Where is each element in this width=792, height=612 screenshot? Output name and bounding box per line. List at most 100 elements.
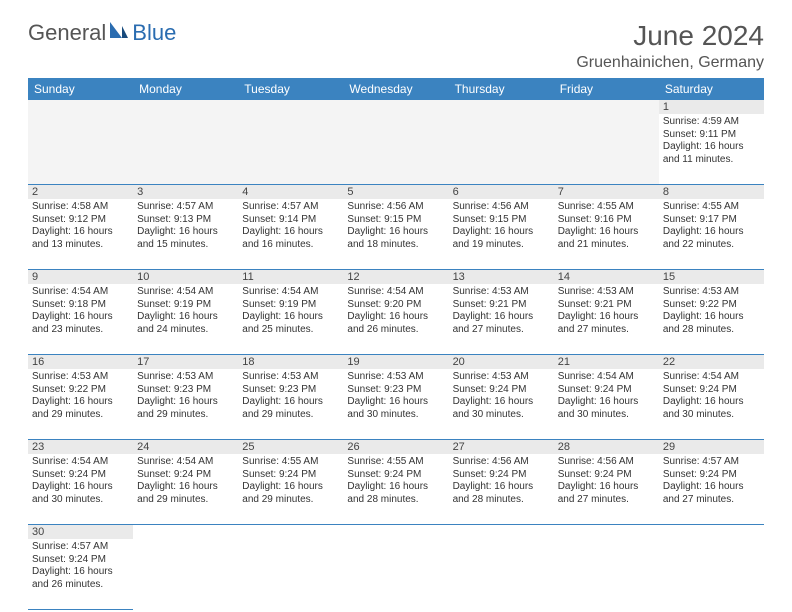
weekday-header: Saturday	[659, 78, 764, 100]
day-info: Sunrise: 4:56 AMSunset: 9:15 PMDaylight:…	[453, 201, 550, 251]
calendar-day-cell: 15 Sunrise: 4:53 AMSunset: 9:22 PMDayligh…	[659, 270, 764, 355]
calendar-day-cell: 5 Sunrise: 4:56 AMSunset: 9:15 PMDaylight…	[343, 185, 448, 270]
calendar-row: 1 Sunrise: 4:59 AMSunset: 9:11 PMDaylight…	[28, 100, 764, 185]
calendar-day-cell: 17 Sunrise: 4:53 AMSunset: 9:23 PMDayligh…	[133, 355, 238, 440]
day-info: Sunrise: 4:53 AMSunset: 9:23 PMDaylight:…	[137, 371, 234, 421]
day-number: 8	[659, 185, 764, 199]
month-title: June 2024	[576, 20, 764, 52]
day-number: 7	[554, 185, 659, 199]
day-number: 4	[238, 185, 343, 199]
calendar-day-cell: 30Sunrise: 4:57 AMSunset: 9:24 PMDayligh…	[28, 525, 133, 610]
day-number: 15	[659, 270, 764, 284]
day-info: Sunrise: 4:53 AMSunset: 9:23 PMDaylight:…	[347, 371, 444, 421]
weekday-header: Thursday	[449, 78, 554, 100]
calendar-row: 9Sunrise: 4:54 AMSunset: 9:18 PMDaylight…	[28, 270, 764, 355]
day-number: 20	[449, 355, 554, 369]
day-number: 25	[238, 440, 343, 454]
day-info: Sunrise: 4:54 AMSunset: 9:24 PMDaylight:…	[663, 371, 760, 421]
calendar-day-cell: 8 Sunrise: 4:55 AMSunset: 9:17 PMDaylight…	[659, 185, 764, 270]
day-info: Sunrise: 4:58 AMSunset: 9:12 PMDaylight:…	[32, 201, 129, 251]
calendar-row: 23 Sunrise: 4:54 AMSunset: 9:24 PMDayligh…	[28, 440, 764, 525]
day-number: 23	[28, 440, 133, 454]
day-info: Sunrise: 4:57 AMSunset: 9:14 PMDaylight:…	[242, 201, 339, 251]
day-info: Sunrise: 4:53 AMSunset: 9:24 PMDaylight:…	[453, 371, 550, 421]
calendar-row: 2 Sunrise: 4:58 AMSunset: 9:12 PMDaylight…	[28, 185, 764, 270]
day-number: 9	[28, 270, 133, 284]
sail-icon	[108, 20, 130, 46]
day-info: Sunrise: 4:54 AMSunset: 9:19 PMDaylight:…	[137, 286, 234, 336]
day-number: 29	[659, 440, 764, 454]
location-subtitle: Gruenhainichen, Germany	[576, 54, 764, 72]
calendar-trailing-blank	[343, 525, 448, 610]
day-info: Sunrise: 4:53 AMSunset: 9:22 PMDaylight:…	[663, 286, 760, 336]
calendar-trailing-blank	[238, 525, 343, 610]
day-info: Sunrise: 4:55 AMSunset: 9:24 PMDaylight:…	[242, 456, 339, 506]
calendar-trailing-blank	[659, 525, 764, 610]
calendar-day-cell: 10Sunrise: 4:54 AMSunset: 9:19 PMDayligh…	[133, 270, 238, 355]
calendar-day-cell: 20 Sunrise: 4:53 AMSunset: 9:24 PMDayligh…	[449, 355, 554, 440]
calendar-day-cell: 6 Sunrise: 4:56 AMSunset: 9:15 PMDaylight…	[449, 185, 554, 270]
calendar-row: 30Sunrise: 4:57 AMSunset: 9:24 PMDayligh…	[28, 525, 764, 610]
day-info: Sunrise: 4:56 AMSunset: 9:15 PMDaylight:…	[347, 201, 444, 251]
calendar-empty-cell	[449, 100, 554, 185]
calendar-body: 1 Sunrise: 4:59 AMSunset: 9:11 PMDaylight…	[28, 100, 764, 610]
weekday-header: Friday	[554, 78, 659, 100]
brand-part1: General	[28, 20, 106, 46]
calendar-day-cell: 27Sunrise: 4:56 AMSunset: 9:24 PMDayligh…	[449, 440, 554, 525]
day-number: 14	[554, 270, 659, 284]
day-number: 3	[133, 185, 238, 199]
calendar-day-cell: 7 Sunrise: 4:55 AMSunset: 9:16 PMDaylight…	[554, 185, 659, 270]
day-number: 18	[238, 355, 343, 369]
day-info: Sunrise: 4:53 AMSunset: 9:23 PMDaylight:…	[242, 371, 339, 421]
calendar-day-cell: 23 Sunrise: 4:54 AMSunset: 9:24 PMDayligh…	[28, 440, 133, 525]
calendar-day-cell: 1 Sunrise: 4:59 AMSunset: 9:11 PMDaylight…	[659, 100, 764, 185]
day-number: 24	[133, 440, 238, 454]
day-info: Sunrise: 4:55 AMSunset: 9:17 PMDaylight:…	[663, 201, 760, 251]
day-info: Sunrise: 4:54 AMSunset: 9:20 PMDaylight:…	[347, 286, 444, 336]
day-number: 5	[343, 185, 448, 199]
day-number: 17	[133, 355, 238, 369]
calendar-day-cell: 25 Sunrise: 4:55 AMSunset: 9:24 PMDayligh…	[238, 440, 343, 525]
day-info: Sunrise: 4:59 AMSunset: 9:11 PMDaylight:…	[663, 116, 760, 166]
day-number: 11	[238, 270, 343, 284]
weekday-header: Tuesday	[238, 78, 343, 100]
day-info: Sunrise: 4:56 AMSunset: 9:24 PMDaylight:…	[453, 456, 550, 506]
header: GeneralBlue June 2024 Gruenhainichen, Ge…	[28, 20, 764, 72]
calendar-day-cell: 11 Sunrise: 4:54 AMSunset: 9:19 PMDayligh…	[238, 270, 343, 355]
weekday-header-row: SundayMondayTuesdayWednesdayThursdayFrid…	[28, 78, 764, 100]
day-info: Sunrise: 4:57 AMSunset: 9:24 PMDaylight:…	[663, 456, 760, 506]
day-info: Sunrise: 4:57 AMSunset: 9:13 PMDaylight:…	[137, 201, 234, 251]
day-info: Sunrise: 4:53 AMSunset: 9:22 PMDaylight:…	[32, 371, 129, 421]
day-info: Sunrise: 4:54 AMSunset: 9:24 PMDaylight:…	[137, 456, 234, 506]
day-info: Sunrise: 4:55 AMSunset: 9:16 PMDaylight:…	[558, 201, 655, 251]
calendar-empty-cell	[28, 100, 133, 185]
calendar-day-cell: 2 Sunrise: 4:58 AMSunset: 9:12 PMDaylight…	[28, 185, 133, 270]
day-number: 22	[659, 355, 764, 369]
calendar-row: 16 Sunrise: 4:53 AMSunset: 9:22 PMDayligh…	[28, 355, 764, 440]
weekday-header: Wednesday	[343, 78, 448, 100]
day-info: Sunrise: 4:54 AMSunset: 9:24 PMDaylight:…	[32, 456, 129, 506]
day-number: 1	[659, 100, 764, 114]
calendar-trailing-blank	[449, 525, 554, 610]
day-info: Sunrise: 4:57 AMSunset: 9:24 PMDaylight:…	[32, 541, 129, 591]
day-number: 19	[343, 355, 448, 369]
calendar-trailing-blank	[554, 525, 659, 610]
calendar-day-cell: 26Sunrise: 4:55 AMSunset: 9:24 PMDayligh…	[343, 440, 448, 525]
calendar-day-cell: 13Sunrise: 4:53 AMSunset: 9:21 PMDayligh…	[449, 270, 554, 355]
calendar-empty-cell	[133, 100, 238, 185]
calendar-day-cell: 22 Sunrise: 4:54 AMSunset: 9:24 PMDayligh…	[659, 355, 764, 440]
calendar-empty-cell	[554, 100, 659, 185]
calendar-day-cell: 12Sunrise: 4:54 AMSunset: 9:20 PMDayligh…	[343, 270, 448, 355]
day-info: Sunrise: 4:54 AMSunset: 9:24 PMDaylight:…	[558, 371, 655, 421]
calendar-trailing-blank	[133, 525, 238, 610]
day-number: 2	[28, 185, 133, 199]
calendar-day-cell: 4 Sunrise: 4:57 AMSunset: 9:14 PMDaylight…	[238, 185, 343, 270]
day-number: 16	[28, 355, 133, 369]
calendar-day-cell: 29 Sunrise: 4:57 AMSunset: 9:24 PMDayligh…	[659, 440, 764, 525]
day-info: Sunrise: 4:54 AMSunset: 9:19 PMDaylight:…	[242, 286, 339, 336]
calendar-day-cell: 21Sunrise: 4:54 AMSunset: 9:24 PMDayligh…	[554, 355, 659, 440]
brand-logo: GeneralBlue	[28, 20, 176, 46]
calendar-day-cell: 24 Sunrise: 4:54 AMSunset: 9:24 PMDayligh…	[133, 440, 238, 525]
calendar-day-cell: 9Sunrise: 4:54 AMSunset: 9:18 PMDaylight…	[28, 270, 133, 355]
day-number: 6	[449, 185, 554, 199]
